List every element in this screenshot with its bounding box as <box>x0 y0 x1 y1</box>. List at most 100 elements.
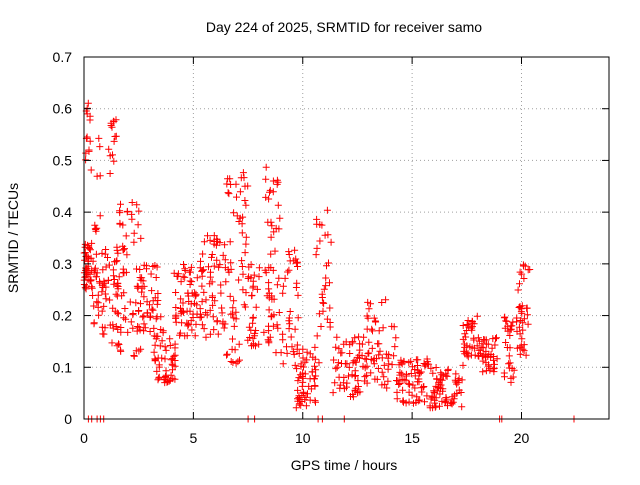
data-point <box>255 264 263 272</box>
data-point <box>108 339 116 347</box>
data-point <box>239 270 247 278</box>
data-point <box>448 393 456 401</box>
data-point <box>102 295 110 303</box>
data-point <box>172 314 180 322</box>
data-point <box>384 377 392 385</box>
data-point <box>385 351 393 359</box>
data-point <box>213 256 221 264</box>
data-point <box>384 365 392 373</box>
data-point <box>140 282 148 290</box>
data-point <box>242 240 250 248</box>
data-point <box>459 361 467 369</box>
data-point <box>421 398 428 406</box>
data-point <box>133 201 141 209</box>
axis-ticks: 0 0.1 0.2 0.3 0.4 0.5 0.6 0.7 0 5 10 15 20 <box>53 49 609 446</box>
data-point <box>261 266 269 274</box>
data-point <box>88 283 96 291</box>
data-point <box>109 151 116 159</box>
data-point <box>274 324 282 332</box>
data-point <box>274 201 282 209</box>
data-point <box>429 369 437 377</box>
data-point <box>291 325 299 333</box>
data-point <box>265 337 273 345</box>
data-point <box>114 310 122 318</box>
data-point <box>316 237 324 245</box>
data-point <box>248 292 256 300</box>
data-point <box>109 266 117 274</box>
data-point <box>519 345 527 353</box>
data-point <box>93 269 101 277</box>
data-point <box>295 350 303 357</box>
data-point <box>361 355 369 363</box>
data-point <box>516 350 524 358</box>
data-point <box>179 273 187 281</box>
data-point <box>371 375 379 383</box>
data-point <box>206 330 214 338</box>
data-point <box>139 313 147 321</box>
data-point <box>276 214 284 222</box>
data-point <box>459 322 467 329</box>
data-point <box>225 190 233 198</box>
data-point <box>81 284 89 292</box>
data-point <box>409 381 417 389</box>
data-point <box>138 274 146 282</box>
data-point <box>378 299 386 306</box>
data-point <box>388 361 396 369</box>
data-point <box>518 270 526 278</box>
data-point <box>506 359 514 367</box>
data-point <box>171 375 179 383</box>
data-point <box>356 346 364 354</box>
data-point <box>198 282 206 290</box>
data-point <box>169 355 176 363</box>
y-tick-label: 0.1 <box>53 359 73 375</box>
data-point <box>464 349 472 357</box>
data-point <box>363 371 371 379</box>
data-point <box>112 323 120 330</box>
data-point <box>110 272 118 280</box>
data-point <box>269 188 277 196</box>
data-point <box>267 233 275 241</box>
data-point <box>135 307 142 315</box>
data-point <box>155 361 163 369</box>
data-point <box>365 338 373 346</box>
y-tick-label: 0.5 <box>53 152 73 168</box>
data-point <box>153 367 161 375</box>
data-point <box>407 370 415 377</box>
data-point <box>93 298 101 306</box>
data-point <box>150 324 158 332</box>
data-point <box>268 292 276 300</box>
data-point <box>171 344 179 352</box>
data-point <box>295 392 303 400</box>
data-point <box>363 312 371 320</box>
data-point <box>294 386 302 394</box>
data-point <box>329 389 337 397</box>
data-point <box>200 238 208 246</box>
data-point <box>275 274 283 282</box>
data-point <box>219 320 227 328</box>
data-point <box>232 315 240 323</box>
data-point <box>393 395 401 403</box>
data-point <box>432 394 440 402</box>
data-point <box>468 317 476 325</box>
data-point <box>209 301 217 309</box>
data-point <box>81 249 89 256</box>
data-point <box>96 143 104 151</box>
data-point <box>436 376 444 384</box>
data-point <box>117 328 125 336</box>
data-point <box>383 384 391 392</box>
data-point <box>273 281 281 289</box>
data-point <box>180 308 187 316</box>
data-point <box>342 338 350 346</box>
data-point <box>153 263 161 271</box>
data-point <box>382 296 390 304</box>
data-point <box>460 347 468 355</box>
x-tick-label: 10 <box>295 430 311 446</box>
data-point <box>152 335 160 343</box>
data-point <box>140 293 148 301</box>
data-point <box>373 355 380 363</box>
data-point <box>501 313 509 321</box>
data-point <box>135 207 143 215</box>
data-point <box>136 266 144 273</box>
data-point <box>399 386 407 394</box>
data-point <box>413 393 421 401</box>
